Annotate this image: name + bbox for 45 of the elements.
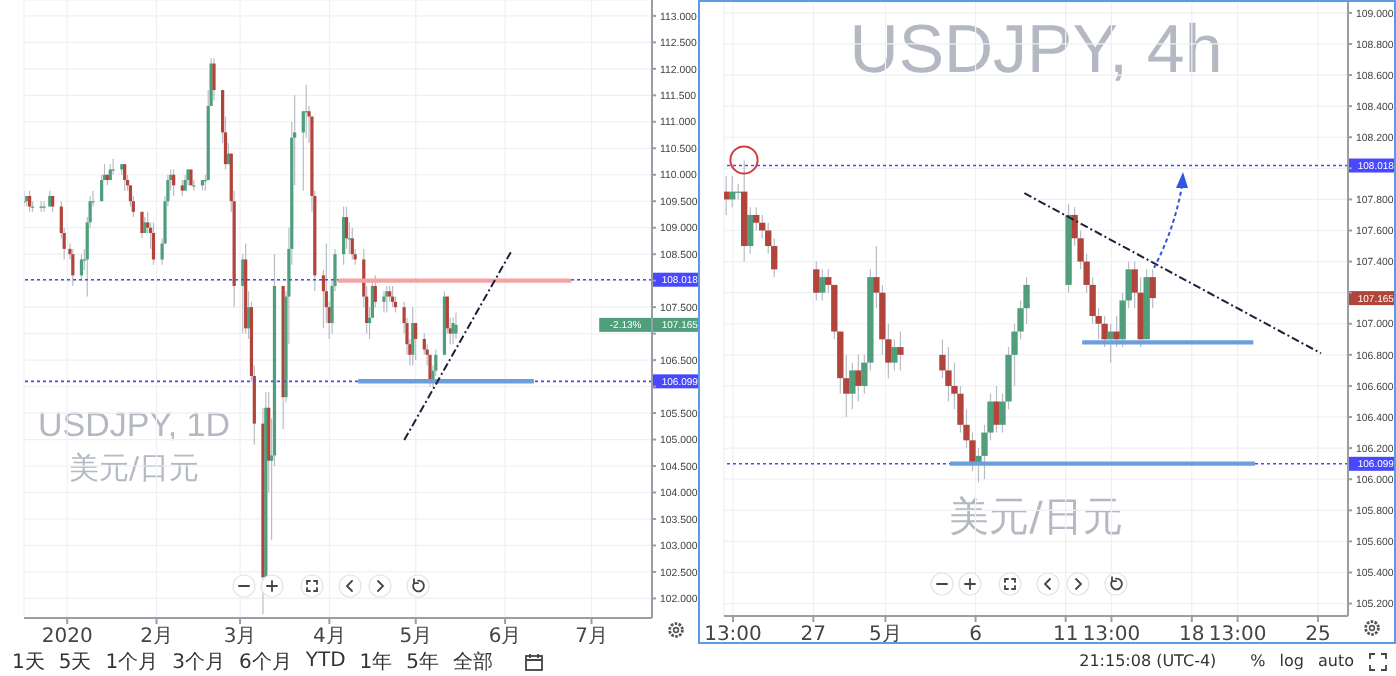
x-tick-label: 7月 — [575, 626, 608, 649]
candlestick — [71, 248, 75, 287]
x-tick-label: 5月 — [869, 624, 902, 647]
candlestick — [855, 354, 862, 403]
candlestick — [813, 260, 820, 302]
candlestick — [819, 268, 826, 302]
x-tick-label: 13:00 — [1208, 624, 1267, 647]
x-tick-label: 6 — [969, 624, 982, 647]
x-tick-label: 11 — [1052, 624, 1079, 647]
candlestick — [945, 346, 952, 403]
text: auto — [1317, 652, 1354, 670]
text: 5年 — [406, 649, 440, 675]
text: 6个月 — [239, 649, 292, 675]
x-tick-label: 3月 — [223, 626, 257, 649]
text: 5天 — [58, 649, 92, 675]
candlestick — [849, 362, 856, 410]
text: 21:15:08 (UTC-4) — [1079, 652, 1217, 670]
x-tick-label: 13:00 — [1082, 624, 1141, 647]
candlestick — [1149, 268, 1156, 309]
x-tick-label: 2020 — [41, 626, 93, 649]
text: YTD — [305, 650, 346, 672]
text: 美元/日元 — [66, 449, 202, 486]
candlestick — [897, 330, 904, 371]
text: 1年 — [359, 649, 393, 675]
chart-title: USDJPY, 4h — [847, 12, 1225, 89]
x-tick-label: 18 — [1179, 624, 1205, 647]
candlestick — [993, 385, 1000, 434]
x-tick-label: 2月 — [140, 626, 173, 649]
text: 1天 — [12, 649, 45, 675]
text: log — [1279, 652, 1304, 670]
x-tick-label: 13:00 — [704, 624, 762, 647]
candlestick — [891, 338, 898, 371]
text: % — [1250, 652, 1266, 670]
text: 1个月 — [105, 649, 159, 675]
text: 全部 — [453, 649, 494, 675]
x-tick-label: 27 — [800, 624, 827, 647]
x-tick-label: 4月 — [312, 626, 346, 649]
candlestick — [753, 206, 760, 232]
candlestick — [414, 322, 418, 361]
candlestick — [747, 206, 754, 255]
x-tick-label: 5月 — [399, 626, 433, 649]
text: USDJPY, 1D — [35, 405, 233, 446]
x-tick-label: 25 — [1305, 624, 1331, 647]
text: 3个月 — [172, 649, 225, 675]
x-tick-label: 6月 — [488, 626, 522, 649]
